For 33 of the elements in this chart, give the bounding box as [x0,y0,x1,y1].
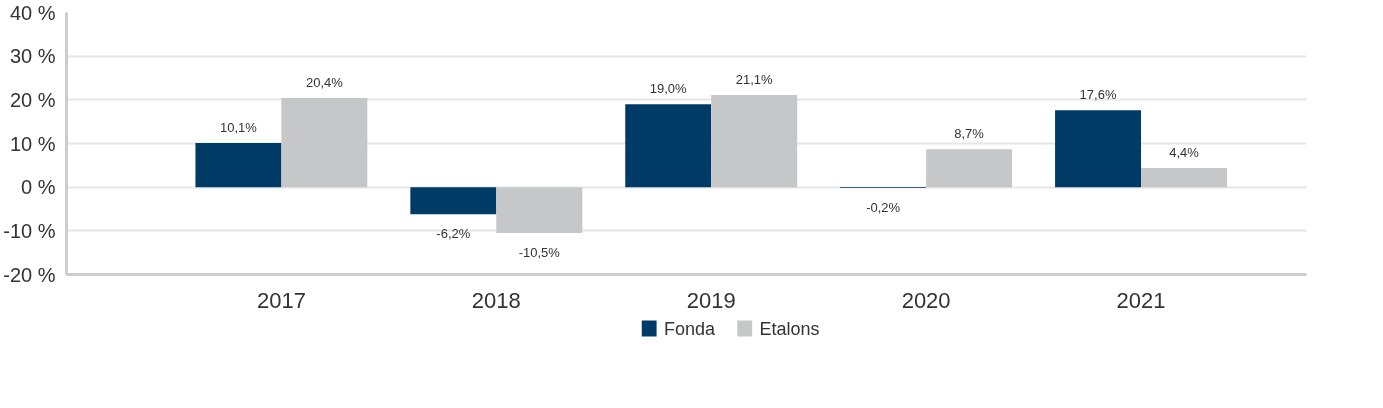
bar [496,187,583,234]
y-tick-label: 30 % [9,45,56,68]
y-tick-label: -20 % [3,263,56,286]
bar [281,98,368,188]
y-tick-label: 40 % [9,1,56,24]
data-label: -6,2% [436,226,471,242]
bar [410,187,497,215]
data-label: 19,0% [649,81,688,97]
data-label: 4,4% [1169,144,1200,160]
x-tick-label: 2018 [471,287,521,313]
bar [625,104,712,188]
data-label: 21,1% [735,72,774,88]
data-label: 17,6% [1079,87,1117,103]
x-tick-label: 2019 [686,287,736,313]
x-tick-label: 2017 [256,287,306,313]
legend-label: Fonda [664,318,717,339]
y-tick-label: 0 % [21,176,56,199]
data-label: 20,4% [305,75,344,91]
bar [711,95,798,188]
x-tick-label: 2021 [1116,287,1166,313]
data-label: 8,7% [954,126,985,142]
bar [1141,167,1227,188]
y-tick-label: 20 % [9,88,56,111]
y-tick-label: -10 % [3,219,56,242]
bar [1055,110,1142,188]
data-label: -0,2% [866,200,901,216]
bar [926,149,1013,188]
y-tick-label: 10 % [9,132,56,155]
x-tick-label: 2020 [901,287,951,313]
bar [195,143,282,188]
legend-label: Etalons [759,318,820,339]
data-label: -10,5% [518,245,561,261]
data-label: 10,1% [219,120,258,136]
